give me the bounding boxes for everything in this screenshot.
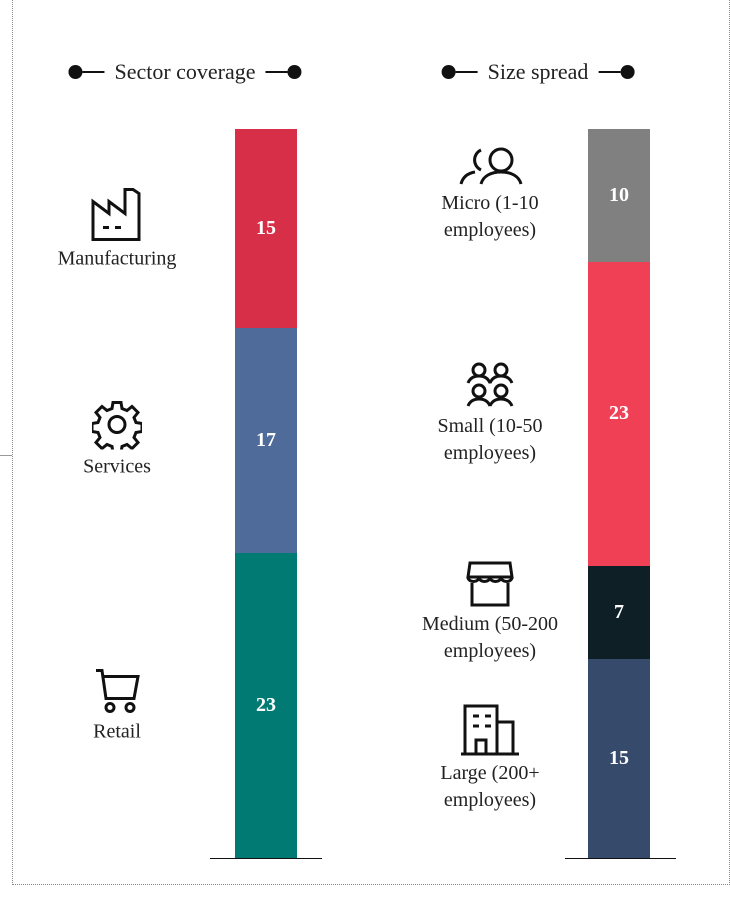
title-decoration: [598, 65, 635, 79]
connector: [0, 455, 12, 456]
dot: [287, 65, 302, 79]
category-label-group: Services: [27, 400, 207, 481]
category-label: Services: [83, 455, 151, 478]
chart-title-group: Sector coverage: [68, 56, 302, 88]
category-label: Manufacturing: [57, 247, 177, 270]
category-label-group: Small (10-50 employees): [420, 361, 560, 467]
chart-title-group: Size spread: [441, 56, 635, 88]
category-label-group: Retail: [27, 666, 207, 745]
category-label: Large (200+ employees): [440, 761, 540, 811]
category-label-group: Manufacturing: [27, 184, 207, 273]
category-label-group: Large (200+ employees): [420, 704, 560, 814]
line: [82, 71, 105, 73]
category-label: Micro (1-10 employees): [441, 192, 539, 242]
bar-segment: 23: [588, 261, 650, 567]
value-label: 23: [256, 694, 276, 717]
category-label: Retail: [93, 720, 141, 743]
dot: [441, 65, 456, 79]
line: [598, 71, 621, 73]
category-label-group: Medium (50-200 employees): [420, 561, 560, 665]
value-label: 17: [256, 428, 276, 451]
value-label: 15: [609, 747, 629, 770]
value-label: 23: [609, 402, 629, 425]
baseline: [565, 858, 676, 859]
category-label: Medium (50-200 employees): [421, 612, 559, 662]
cart-icon: [96, 668, 140, 713]
category-label-group: Micro (1-10 employees): [420, 146, 560, 244]
title-decoration: [265, 65, 302, 79]
bar-segment: 15: [588, 659, 650, 858]
value-label: 7: [614, 601, 624, 624]
building-icon: [461, 704, 519, 756]
chart-title: Size spread: [487, 59, 589, 84]
title-decoration: [68, 65, 105, 79]
person-icon: [459, 147, 523, 185]
people-icon: [466, 362, 514, 407]
bar-segment: 17: [235, 327, 297, 554]
title-decoration: [441, 65, 478, 79]
line: [455, 71, 478, 73]
chart-title: Sector coverage: [114, 59, 256, 84]
dot: [68, 65, 83, 79]
bar-segment: 7: [588, 566, 650, 660]
dot: [620, 65, 635, 79]
baseline: [210, 858, 322, 859]
store-icon: [466, 561, 514, 607]
bar-segment: 10: [588, 129, 650, 262]
bar-segment: 23: [235, 553, 297, 858]
value-label: 15: [256, 216, 276, 239]
line: [265, 71, 288, 73]
category-label: Small (10-50 employees): [437, 414, 543, 464]
gear-icon: [92, 401, 142, 450]
value-label: 10: [609, 183, 629, 206]
factory-icon: [91, 188, 141, 242]
bar-segment: 15: [235, 129, 297, 328]
